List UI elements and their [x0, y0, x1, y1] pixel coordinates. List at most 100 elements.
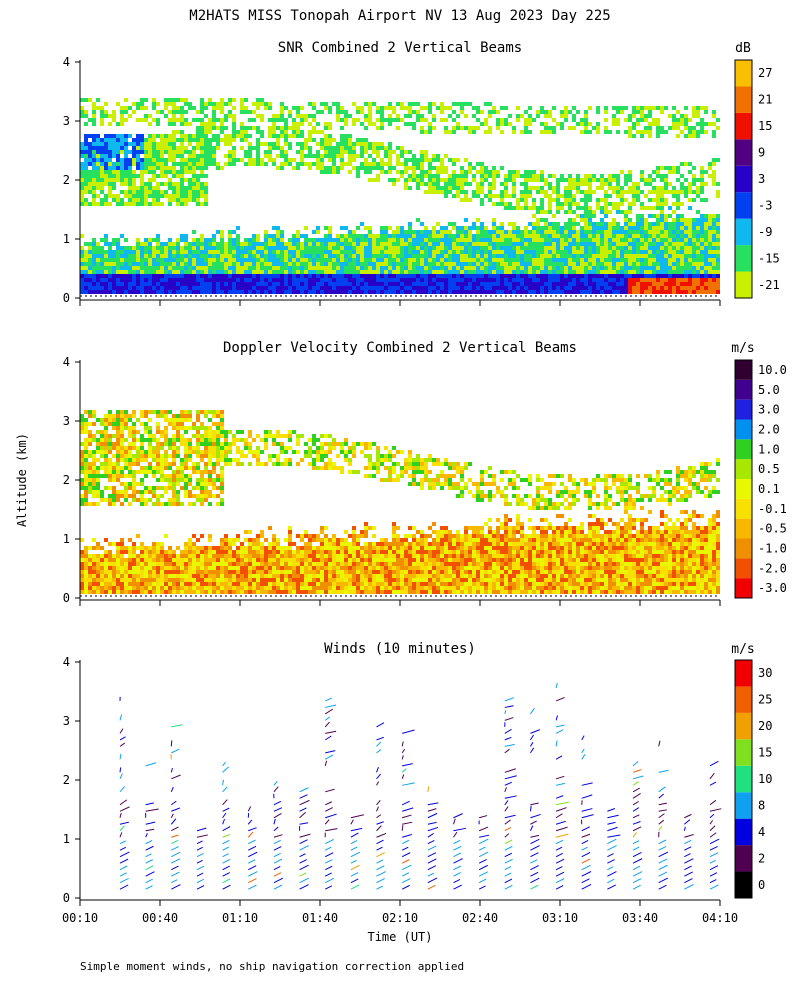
snr-cell [540, 290, 544, 294]
snr-cell [524, 126, 528, 130]
snr-cell [256, 142, 260, 146]
snr-cell [548, 262, 552, 266]
snr-cell [576, 250, 580, 254]
snr-cell [232, 138, 236, 142]
snr-cell [204, 190, 208, 194]
snr-cell [188, 138, 192, 142]
snr-cell [604, 266, 608, 270]
snr-cell [676, 170, 680, 174]
snr-cell [632, 222, 636, 226]
snr-cell [420, 170, 424, 174]
snr-cell [228, 290, 232, 294]
snr-cell [692, 246, 696, 250]
snr-cell [236, 226, 240, 230]
snr-cell [704, 246, 708, 250]
snr-cell [324, 106, 328, 110]
snr-cell [192, 170, 196, 174]
snr-cell [540, 282, 544, 286]
snr-cell [312, 250, 316, 254]
snr-cell [204, 174, 208, 178]
velocity-cell [88, 442, 92, 446]
snr-cell [156, 122, 160, 126]
snr-cell [416, 266, 420, 270]
snr-cell [548, 270, 552, 274]
snr-cell [304, 266, 308, 270]
velocity-cell [124, 582, 128, 586]
snr-cell [320, 142, 324, 146]
snr-cell [232, 98, 236, 102]
velocity-cell [104, 446, 108, 450]
snr-cell [280, 274, 284, 278]
snr-cell [292, 270, 296, 274]
snr-cell [144, 290, 148, 294]
snr-cell [120, 290, 124, 294]
snr-cell [492, 166, 496, 170]
snr-cell [388, 286, 392, 290]
snr-cell [440, 186, 444, 190]
snr-cell [476, 278, 480, 282]
velocity-cell [120, 554, 124, 558]
snr-cell [344, 150, 348, 154]
snr-cell [556, 206, 560, 210]
snr-cell [644, 258, 648, 262]
snr-cell [348, 142, 352, 146]
snr-cell [88, 246, 92, 250]
snr-cell [468, 258, 472, 262]
snr-cell [264, 274, 268, 278]
snr-cell [616, 118, 620, 122]
snr-cell [96, 242, 100, 246]
snr-cell [436, 254, 440, 258]
snr-cell [232, 134, 236, 138]
snr-cell [132, 102, 136, 106]
snr-cell [364, 262, 368, 266]
snr-cell [88, 134, 92, 138]
snr-cell [712, 242, 716, 246]
snr-cell [436, 270, 440, 274]
snr-cell [636, 270, 640, 274]
snr-cell [588, 290, 592, 294]
snr-cell [224, 114, 228, 118]
snr-cell [684, 258, 688, 262]
snr-cell [712, 182, 716, 186]
snr-cell [696, 230, 700, 234]
snr-cell [620, 286, 624, 290]
snr-cell [256, 254, 260, 258]
snr-cell [120, 106, 124, 110]
snr-cell [220, 166, 224, 170]
snr-cell [492, 286, 496, 290]
snr-cell [272, 258, 276, 262]
snr-cell [144, 278, 148, 282]
snr-cell [712, 214, 716, 218]
velocity-cell [80, 578, 84, 582]
snr-cell [644, 106, 648, 110]
snr-cell [360, 278, 364, 282]
snr-cell [192, 198, 196, 202]
velocity-cell [96, 502, 100, 506]
snr-cell [308, 238, 312, 242]
snr-cell [356, 138, 360, 142]
snr-cell [568, 206, 572, 210]
snr-cell [704, 122, 708, 126]
snr-cell [484, 170, 488, 174]
snr-cell [292, 246, 296, 250]
snr-cell [560, 114, 564, 118]
snr-cell [404, 114, 408, 118]
snr-cell [608, 182, 612, 186]
snr-cell [692, 130, 696, 134]
snr-cell [464, 246, 468, 250]
snr-cell [376, 262, 380, 266]
snr-cell [164, 106, 168, 110]
snr-cell [172, 270, 176, 274]
snr-cell [140, 262, 144, 266]
snr-cell [252, 242, 256, 246]
snr-cell [364, 258, 368, 262]
snr-cell [144, 282, 148, 286]
velocity-cell [88, 574, 92, 578]
snr-cell [560, 286, 564, 290]
snr-cell [564, 290, 568, 294]
snr-cell [224, 154, 228, 158]
snr-cell [292, 118, 296, 122]
snr-cell [608, 230, 612, 234]
snr-cell [376, 282, 380, 286]
snr-cell [592, 246, 596, 250]
